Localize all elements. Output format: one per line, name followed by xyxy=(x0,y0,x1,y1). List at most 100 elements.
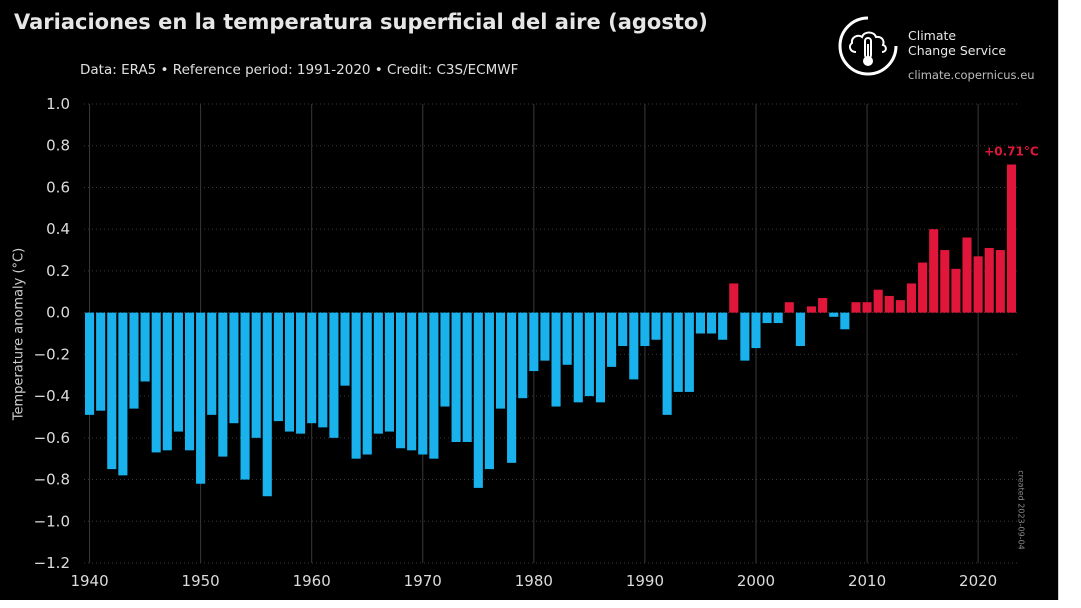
bar xyxy=(740,312,750,361)
copernicus-thermometer-icon xyxy=(838,16,898,76)
y-tick-label: −0.4 xyxy=(34,387,70,405)
bar xyxy=(84,312,95,415)
bar xyxy=(718,312,728,340)
bar xyxy=(929,229,939,313)
x-tick-label: 1980 xyxy=(515,572,553,590)
bar xyxy=(318,312,328,428)
bar xyxy=(184,312,195,451)
bar xyxy=(329,312,339,438)
bars xyxy=(84,164,1017,497)
bar xyxy=(629,312,639,380)
bar xyxy=(595,312,606,403)
bar xyxy=(851,302,861,313)
bar xyxy=(473,312,483,488)
bar xyxy=(962,237,972,313)
x-tick-label: 1950 xyxy=(182,572,220,590)
bar xyxy=(918,262,928,313)
chart-figure: Variaciones en la temperatura superficia… xyxy=(0,0,1058,600)
bar xyxy=(429,312,439,459)
bar xyxy=(529,312,539,372)
bar xyxy=(862,302,872,313)
bar xyxy=(895,300,905,313)
y-tick-label: −0.6 xyxy=(34,429,70,447)
org-url: climate.copernicus.eu xyxy=(908,68,1035,82)
y-tick-label: −1.0 xyxy=(34,512,70,530)
x-tick-label: 1940 xyxy=(70,572,108,590)
x-tick-label: 1960 xyxy=(293,572,331,590)
org-name-line2: Change Service xyxy=(908,43,1007,58)
bar xyxy=(107,312,117,470)
chart-title: Variaciones en la temperatura superficia… xyxy=(14,10,708,34)
bar xyxy=(340,312,350,386)
bar xyxy=(484,312,494,470)
y-tick-label: 0.4 xyxy=(46,220,70,238)
bar xyxy=(884,295,894,313)
bar-chart: 1.0 0.8 0.6 0.4 0.2 0.0 −0.2 −0.4 −0.6 −0.8 −1.0 −1… xyxy=(34,95,1039,590)
bar xyxy=(518,312,528,399)
bar xyxy=(307,312,317,424)
chart-subtitle: Data: ERA5 • Reference period: 1991-2020… xyxy=(80,62,519,78)
bar xyxy=(218,312,228,457)
org-name: Climate Change Service xyxy=(908,28,1028,58)
bar xyxy=(973,256,983,313)
bar xyxy=(984,247,994,313)
bar xyxy=(162,312,172,451)
bar xyxy=(440,312,450,407)
bar xyxy=(151,312,161,453)
bar xyxy=(1006,164,1017,313)
bar xyxy=(618,312,628,347)
bar xyxy=(507,312,517,463)
bar xyxy=(118,312,128,476)
y-tick-label: 0.0 xyxy=(46,304,70,322)
bar xyxy=(196,312,206,484)
x-tick-label: 1990 xyxy=(626,572,664,590)
bar xyxy=(395,312,406,449)
bar xyxy=(540,312,550,361)
bar xyxy=(207,312,217,415)
bar xyxy=(951,268,961,313)
bar xyxy=(273,312,283,422)
bar xyxy=(662,312,672,415)
frame-edge xyxy=(1058,0,1059,600)
bar xyxy=(684,312,694,392)
bar xyxy=(462,312,472,442)
org-name-line1: Climate xyxy=(908,28,957,43)
y-tick-label: 1.0 xyxy=(46,95,70,113)
bar xyxy=(873,289,883,313)
bar xyxy=(140,312,150,382)
y-tick-label: −1.2 xyxy=(34,554,70,572)
bar xyxy=(784,302,794,313)
bar xyxy=(373,312,383,434)
bar xyxy=(262,312,272,497)
bar-annotation-label: +0.71°C xyxy=(984,145,1039,159)
bar xyxy=(229,312,239,424)
bar xyxy=(129,312,139,409)
bar xyxy=(773,312,783,324)
bar xyxy=(362,312,372,455)
bar xyxy=(940,250,950,313)
bar xyxy=(251,312,261,438)
bar xyxy=(451,312,461,442)
bar xyxy=(418,312,428,455)
bar xyxy=(706,312,717,334)
bar xyxy=(584,312,594,397)
bar xyxy=(173,312,183,432)
y-tick-label: 0.8 xyxy=(46,137,70,155)
bar xyxy=(551,312,561,407)
bar xyxy=(762,312,772,324)
bar xyxy=(384,312,395,432)
x-tick-label: 1970 xyxy=(404,572,442,590)
bar xyxy=(906,283,917,313)
tick-labels: 1.0 0.8 0.6 0.4 0.2 0.0 −0.2 −0.4 −0.6 −0.8 −1.0 −1… xyxy=(34,95,1039,590)
x-tick-label: 2000 xyxy=(737,572,775,590)
y-tick-label: 0.2 xyxy=(46,262,70,280)
bar xyxy=(495,312,506,409)
bar xyxy=(840,312,850,330)
bar xyxy=(296,312,306,434)
bar xyxy=(562,312,572,365)
y-tick-label: −0.8 xyxy=(34,471,70,489)
bar xyxy=(751,312,761,349)
bar xyxy=(607,312,617,367)
bar xyxy=(96,312,106,411)
bar xyxy=(240,312,250,480)
